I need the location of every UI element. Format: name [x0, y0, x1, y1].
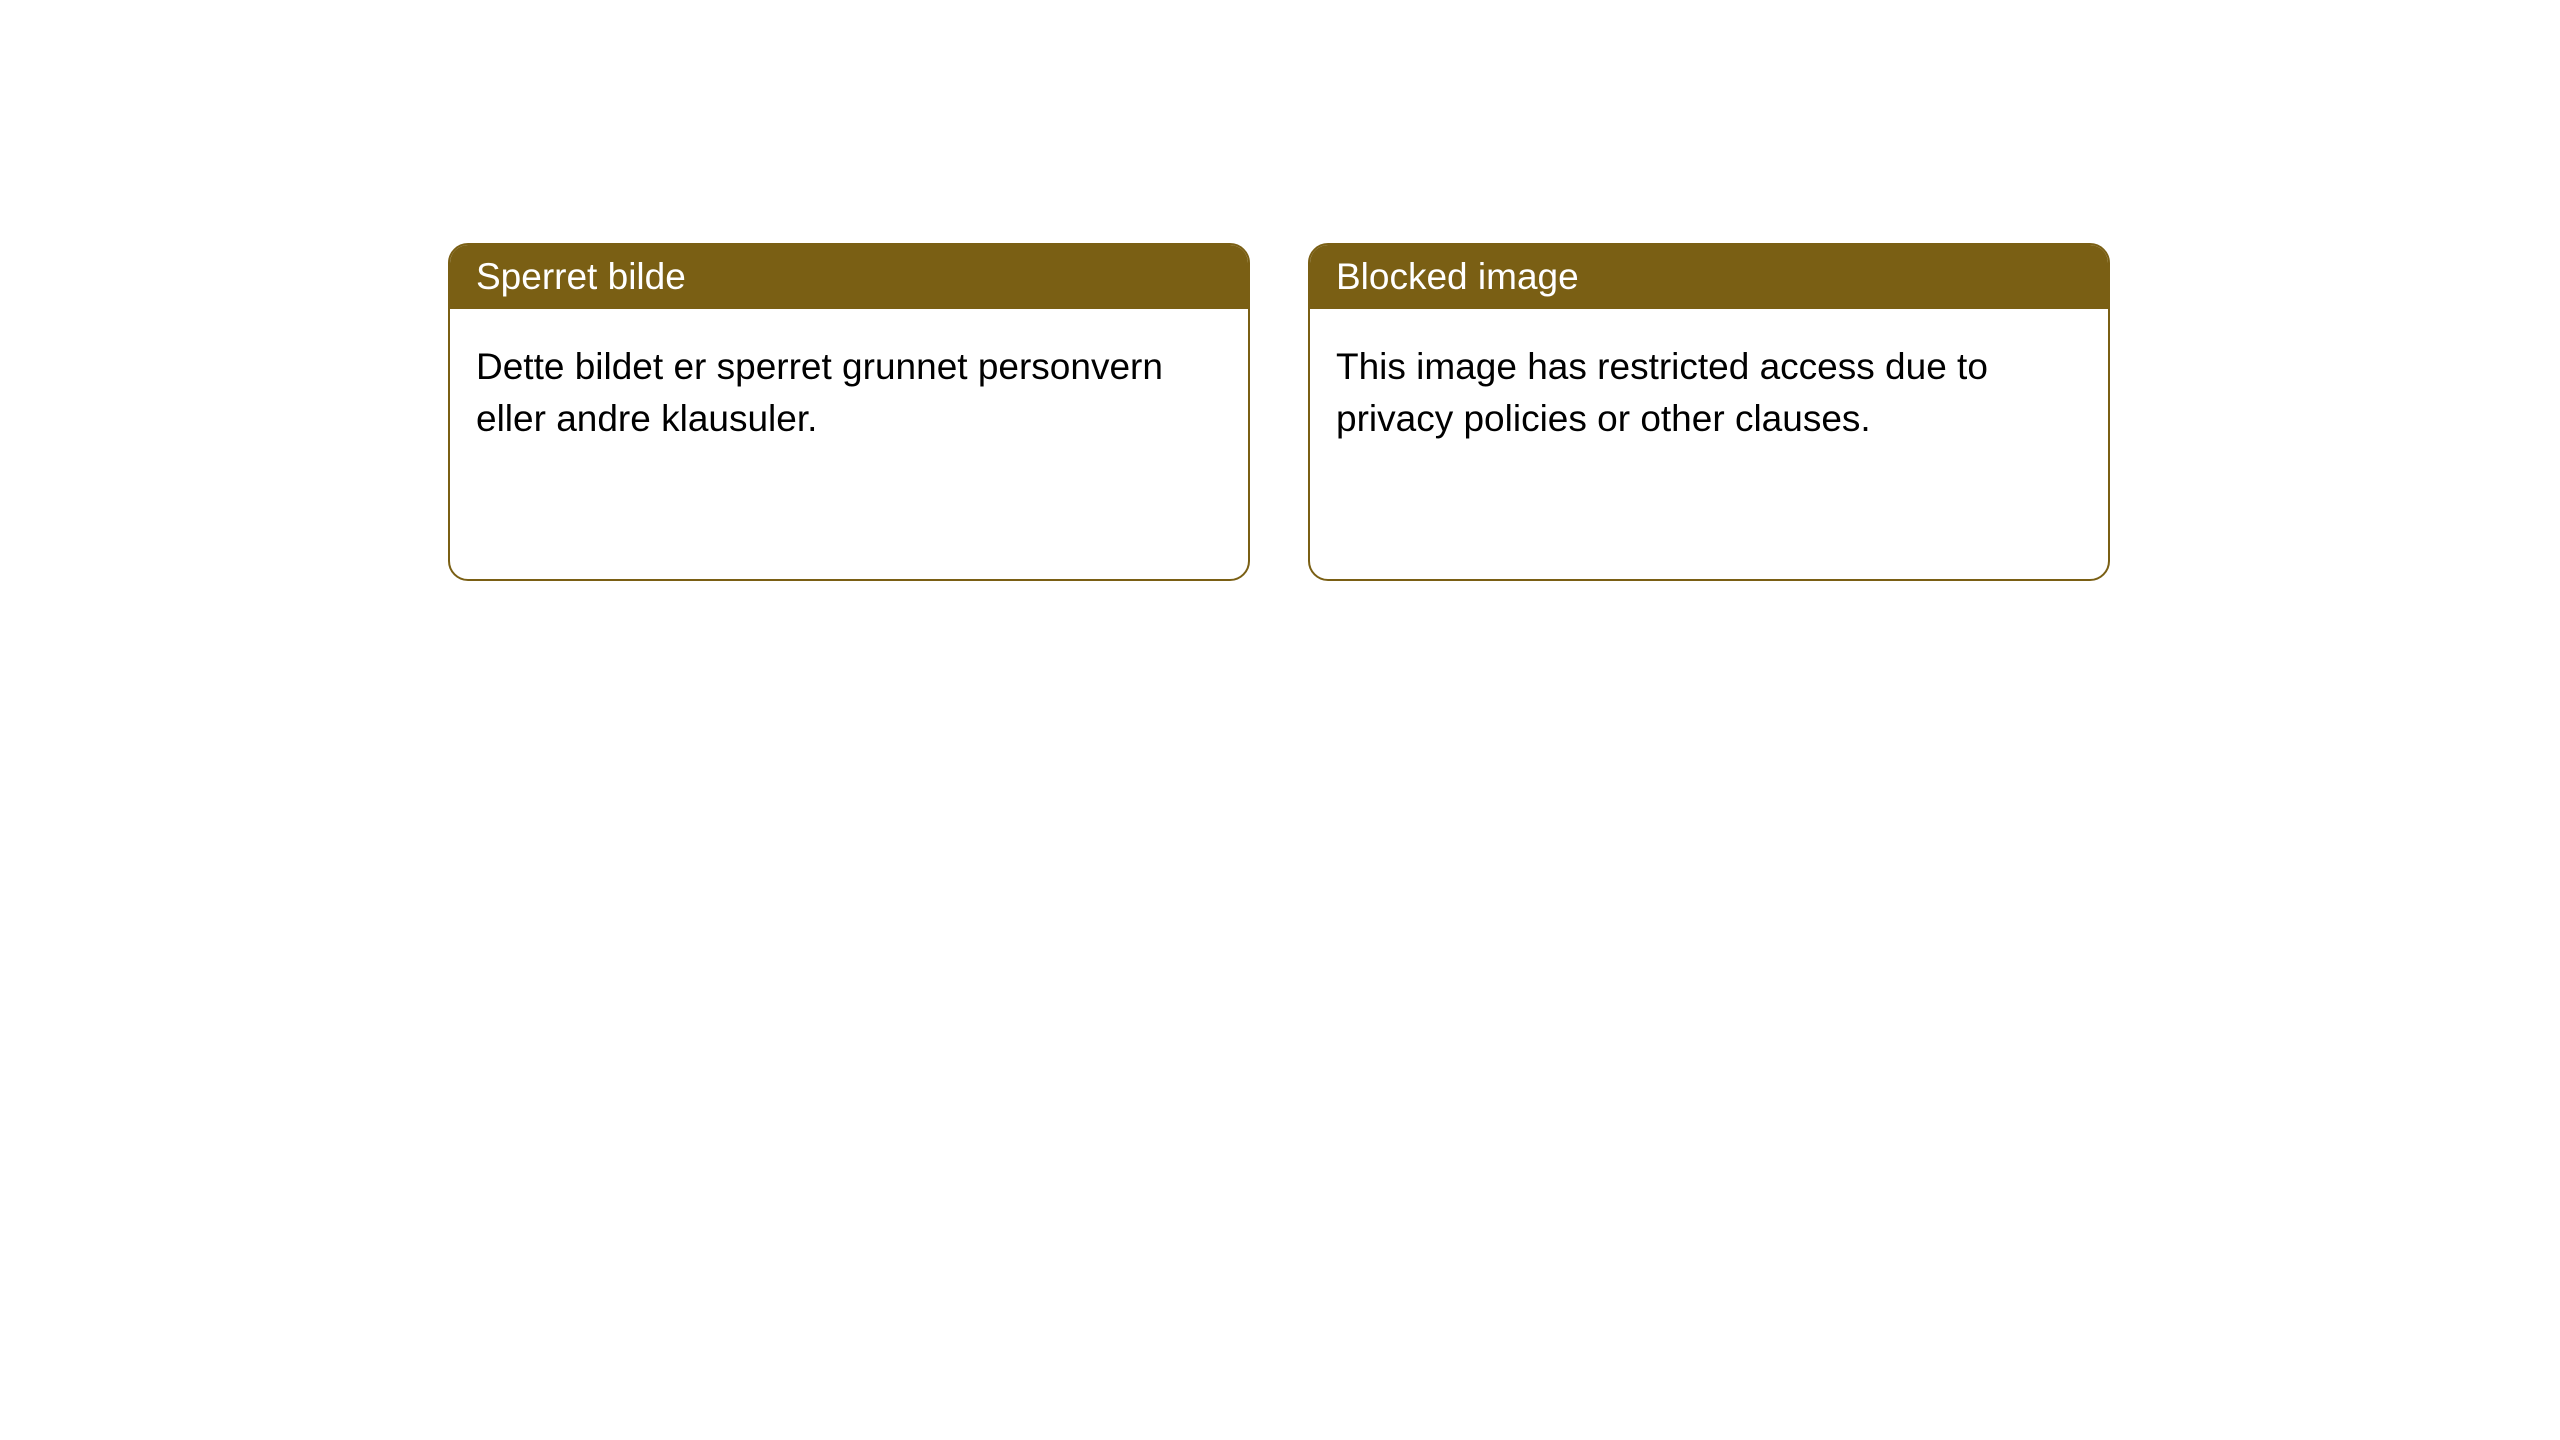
notice-card-english: Blocked image This image has restricted … [1308, 243, 2110, 581]
notice-title-norwegian: Sperret bilde [450, 245, 1248, 309]
notice-body-norwegian: Dette bildet er sperret grunnet personve… [450, 309, 1248, 477]
notice-title-english: Blocked image [1310, 245, 2108, 309]
notice-container: Sperret bilde Dette bildet er sperret gr… [0, 0, 2560, 581]
notice-card-norwegian: Sperret bilde Dette bildet er sperret gr… [448, 243, 1250, 581]
notice-body-english: This image has restricted access due to … [1310, 309, 2108, 477]
